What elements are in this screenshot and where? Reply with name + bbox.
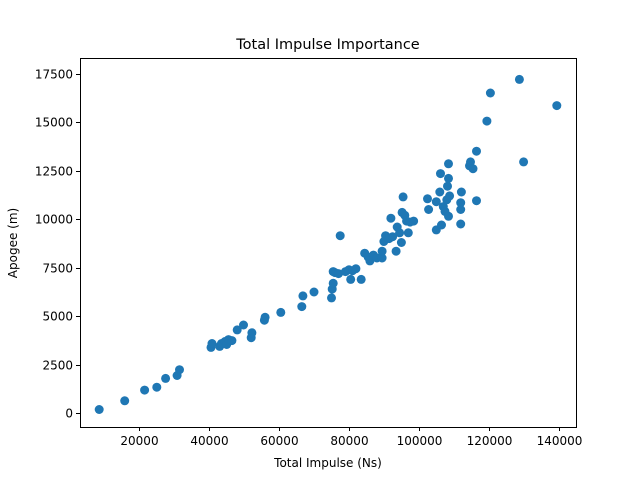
data-point [395, 228, 405, 238]
data-point [468, 164, 478, 174]
data-point [456, 187, 466, 197]
data-point [456, 198, 466, 208]
data-point [309, 287, 319, 297]
y-tick-label: 17500 [35, 68, 73, 82]
data-point [227, 336, 237, 346]
data-point [456, 205, 466, 214]
data-point [409, 216, 419, 226]
data-point [466, 157, 475, 167]
y-tick-label: 10000 [35, 213, 73, 227]
data-point [444, 211, 453, 221]
data-point [443, 181, 452, 191]
data-point [437, 220, 446, 230]
x-tick-label: 120000 [467, 434, 513, 448]
data-point [436, 169, 445, 179]
data-point [239, 320, 248, 330]
data-point [431, 197, 441, 207]
y-tick-label: 5000 [42, 310, 73, 324]
x-tick-label: 140000 [537, 434, 583, 448]
data-point [388, 232, 398, 242]
data-point [161, 373, 171, 383]
x-tick-label: 100000 [397, 434, 443, 448]
data-point [328, 278, 338, 288]
data-point [297, 302, 307, 312]
axis-ticks: 20000 40000 60000 80000 100000 120000 140000 0 2… [35, 68, 583, 449]
data-point [482, 116, 492, 126]
data-point [444, 173, 453, 183]
data-point [377, 246, 387, 256]
data-point [140, 385, 150, 395]
data-points [94, 74, 562, 414]
plot-area-frame [80, 58, 577, 428]
data-point [403, 228, 413, 238]
x-tick-label: 80000 [330, 434, 368, 448]
data-point [232, 325, 242, 335]
data-point [152, 382, 162, 392]
data-point [327, 293, 336, 303]
chart-title: Total Impulse Importance [235, 37, 420, 53]
data-point [120, 396, 130, 406]
y-axis-label: Apogee (m) [6, 208, 20, 278]
data-point [247, 328, 257, 338]
data-point [445, 191, 455, 201]
data-point [435, 187, 445, 197]
data-point [346, 274, 356, 284]
data-point [351, 264, 361, 274]
data-point [552, 101, 562, 111]
data-point [298, 291, 308, 301]
data-point [472, 146, 481, 156]
data-point [485, 88, 495, 98]
data-point [377, 253, 387, 263]
data-point [386, 213, 396, 223]
data-point [519, 157, 529, 167]
x-tick-label: 40000 [190, 434, 228, 448]
y-tick-label: 7500 [42, 262, 73, 276]
data-point [444, 159, 453, 169]
data-point [276, 307, 286, 317]
data-point [396, 238, 406, 247]
data-point [94, 405, 104, 414]
data-point [391, 246, 401, 256]
y-tick-label: 2500 [42, 359, 73, 373]
x-tick-label: 20000 [120, 434, 158, 448]
y-tick-label: 15000 [35, 116, 73, 130]
data-point [424, 205, 434, 214]
data-point [456, 219, 466, 229]
data-point [423, 194, 432, 204]
x-axis-label: Total Impulse (Ns) [273, 456, 382, 470]
data-point [472, 196, 481, 206]
x-tick-label: 60000 [260, 434, 298, 448]
data-point [175, 365, 184, 375]
data-point [260, 312, 270, 322]
data-point [514, 74, 524, 84]
y-tick-label: 12500 [35, 165, 73, 179]
data-point [207, 339, 217, 348]
y-tick-label: 0 [65, 407, 73, 421]
data-point [335, 231, 345, 241]
data-point [398, 192, 408, 202]
data-point [356, 274, 366, 284]
data-point [334, 269, 343, 279]
